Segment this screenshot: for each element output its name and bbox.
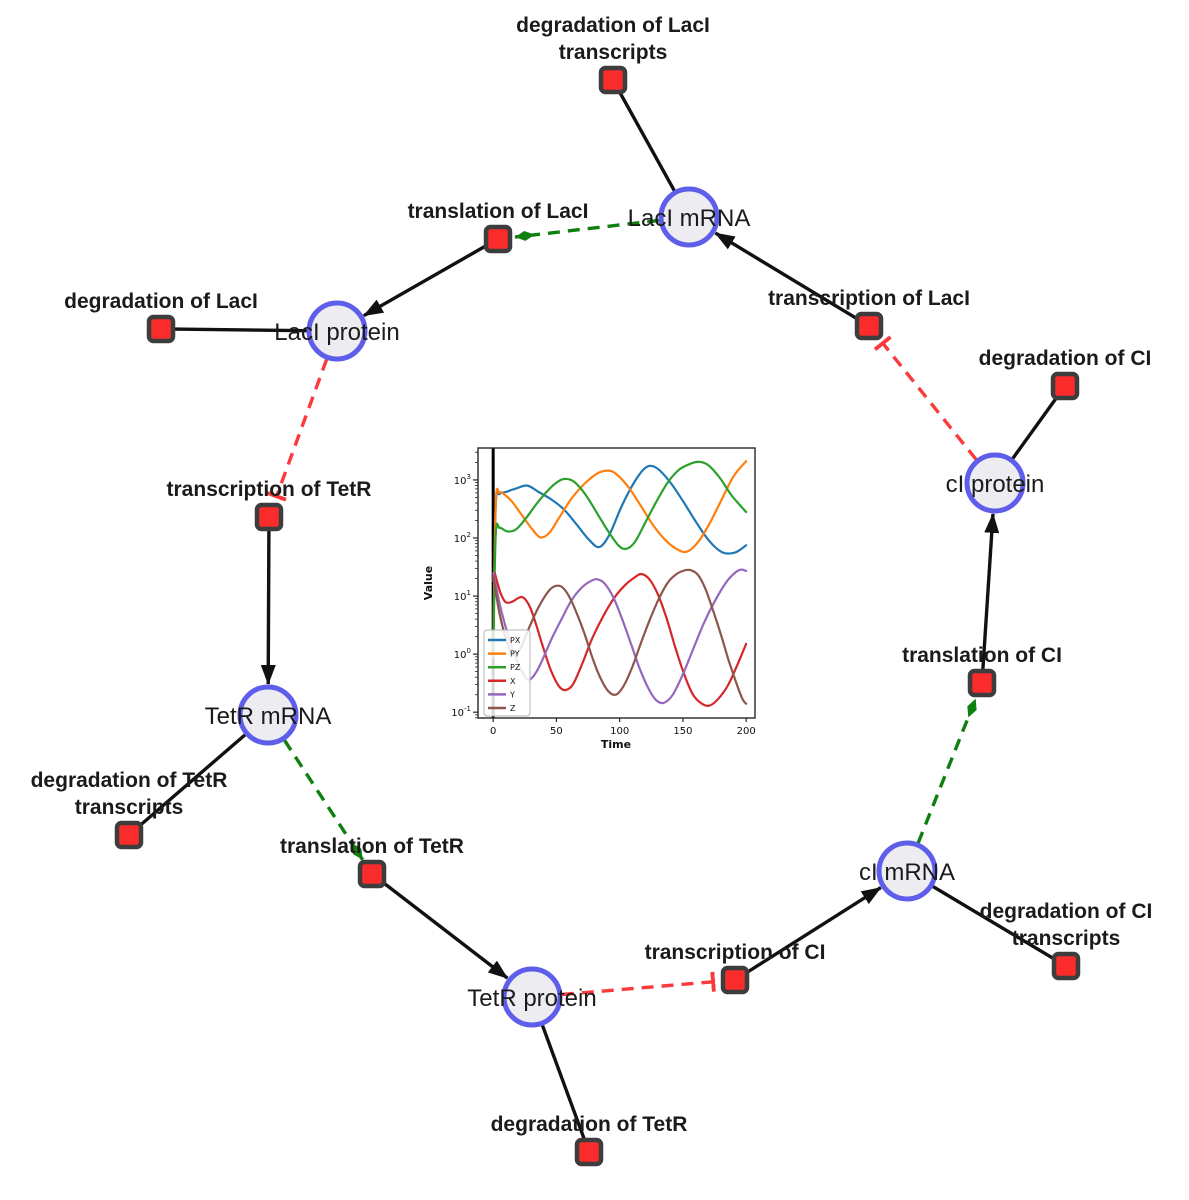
plot-series-PX (492, 464, 748, 658)
x-tick-label-0: 0 (490, 726, 496, 737)
species-label-tetr-protein: TetR protein (467, 985, 596, 1012)
plot-xlabel: Time (601, 738, 631, 751)
reaction-node-deg-ci (1050, 371, 1080, 401)
x-tick-label-200: 200 (737, 726, 756, 737)
reaction-node-deg-tetr-transcripts (114, 820, 144, 850)
reaction-label-translation-tetr-line1: translation of TetR (280, 835, 464, 858)
edge-consumption-tetr-mrna-to-deg-tetr-transcripts (137, 733, 247, 828)
edge-production-translation-laci-to-laci-protein (363, 244, 487, 318)
reaction-node-translation-tetr (357, 859, 387, 889)
reaction-node-deg-laci (146, 314, 176, 344)
reaction-node-translation-ci (967, 668, 997, 698)
edge-consumption-laci-mrna-to-deg-laci-transcripts (617, 90, 676, 192)
reaction-node-translation-laci (483, 224, 513, 254)
plot-series-X (492, 571, 748, 707)
legend-label-PZ: PZ (510, 663, 521, 672)
reaction-label-transcription-ci-line1: transcription of CI (645, 941, 826, 964)
reaction-node-transcription-ci (720, 965, 750, 995)
edge-production-translation-ci-to-ci-protein (981, 512, 1000, 670)
species-label-ci-protein: cI protein (946, 471, 1045, 498)
reaction-label-deg-ci-line1: degradation of CI (979, 347, 1152, 370)
edge-consumption-tetr-protein-to-deg-tetr (540, 1024, 587, 1141)
edge-production-transcription-ci-to-ci-mrna (745, 886, 882, 974)
reaction-label-translation-laci-line1: translation of LacI (408, 200, 589, 223)
edge-inhibition-tetr-protein-to-transcription-ci (561, 971, 716, 997)
species-node-laci-mrna (658, 186, 720, 248)
reaction-label-deg-laci-transcripts-line2: transcripts (559, 41, 668, 64)
x-tick-label-50: 50 (550, 726, 563, 737)
edge-production-translation-tetr-to-tetr-protein (382, 881, 509, 980)
reaction-label-deg-laci-line1: degradation of LacI (64, 290, 258, 313)
legend-label-PX: PX (510, 636, 521, 645)
species-node-laci-protein (306, 300, 368, 362)
reaction-label-transcription-laci-line1: transcription of LacI (768, 287, 970, 310)
edge-catalysis-ci-mrna-to-translation-ci (916, 698, 978, 844)
plot-legend-box (483, 629, 531, 717)
plot-series-PZ (492, 460, 748, 658)
y-tick-label-10e2: 102 (454, 531, 471, 545)
reaction-label-deg-ci-transcripts-line2: transcripts (1012, 927, 1121, 950)
reaction-label-deg-tetr-transcripts-line2: transcripts (75, 796, 184, 819)
inset-timecourse-plot: 0 50 100 150 200 10-1 100 101 102 103 PX PY PZ XYZ Ti… (422, 447, 756, 751)
species-label-ci-mrna: cI mRNA (859, 859, 955, 886)
y-tick-label-10e1: 101 (454, 589, 471, 603)
species-node-ci-protein (964, 452, 1026, 514)
edge-consumption-ci-mrna-to-deg-ci-transcripts (931, 884, 1056, 961)
species-label-laci-protein: LacI protein (274, 319, 399, 346)
reaction-label-transcription-tetr-line1: transcription of TetR (167, 478, 372, 501)
edge-production-transcription-tetr-to-tetr-mrna (260, 530, 276, 685)
y-tick-label-10e0: 100 (454, 647, 471, 661)
labels-layer: LacI mRNA LacI protein TetR mRNA TetR prote… (31, 14, 1153, 1136)
legend-label-Z: Z (510, 704, 516, 713)
reaction-label-deg-tetr-line1: degradation of TetR (491, 1113, 688, 1136)
edge-consumption-laci-protein-to-deg-laci (173, 327, 308, 333)
species-label-tetr-mrna: TetR mRNA (205, 703, 332, 730)
plot-spines (477, 447, 756, 719)
species-node-tetr-protein (501, 966, 563, 1028)
plot-axes-area: 0 50 100 150 200 10-1 100 101 102 103 PX PY PZ XYZ (451, 447, 756, 737)
y-tick-label-10e-1: 10-1 (451, 705, 471, 719)
edge-catalysis-laci-mrna-to-translation-laci (514, 218, 660, 241)
reaction-label-deg-tetr-transcripts-line1: degradation of TetR (31, 769, 228, 792)
edge-catalysis-tetr-mrna-to-translation-tetr (282, 739, 365, 861)
legend-label-Y: Y (509, 690, 515, 699)
x-tick-label-150: 150 (673, 726, 692, 737)
species-node-tetr-mrna (237, 684, 299, 746)
plot-ylabel: Value (422, 566, 435, 600)
y-tick-label-10e3: 103 (454, 473, 471, 487)
reaction-label-deg-ci-transcripts-line1: degradation of CI (980, 900, 1153, 923)
edge-production-transcription-laci-to-laci-mrna (714, 231, 858, 321)
species-label-laci-mrna: LacI mRNA (628, 205, 751, 232)
edges-layer (137, 90, 1059, 1141)
reaction-node-transcription-tetr (254, 502, 284, 532)
reaction-node-deg-tetr (574, 1137, 604, 1167)
edge-consumption-ci-protein-to-deg-ci (1011, 395, 1059, 460)
x-tick-label-100: 100 (610, 726, 629, 737)
reaction-node-deg-laci-transcripts (598, 65, 628, 95)
edge-inhibition-ci-protein-to-transcription-laci (873, 335, 978, 461)
nodes-layer (114, 65, 1081, 1167)
reaction-node-deg-ci-transcripts (1051, 951, 1081, 981)
reaction-label-deg-laci-transcripts-line1: degradation of LacI (516, 14, 710, 37)
plot-series-PY (492, 460, 748, 658)
species-node-ci-mrna (876, 840, 938, 902)
reaction-label-translation-ci-line1: translation of CI (902, 644, 1062, 667)
edge-inhibition-laci-protein-to-transcription-tetr (266, 358, 329, 502)
legend-label-PY: PY (510, 650, 520, 659)
legend-label-X: X (510, 677, 516, 686)
reaction-node-transcription-laci (854, 311, 884, 341)
